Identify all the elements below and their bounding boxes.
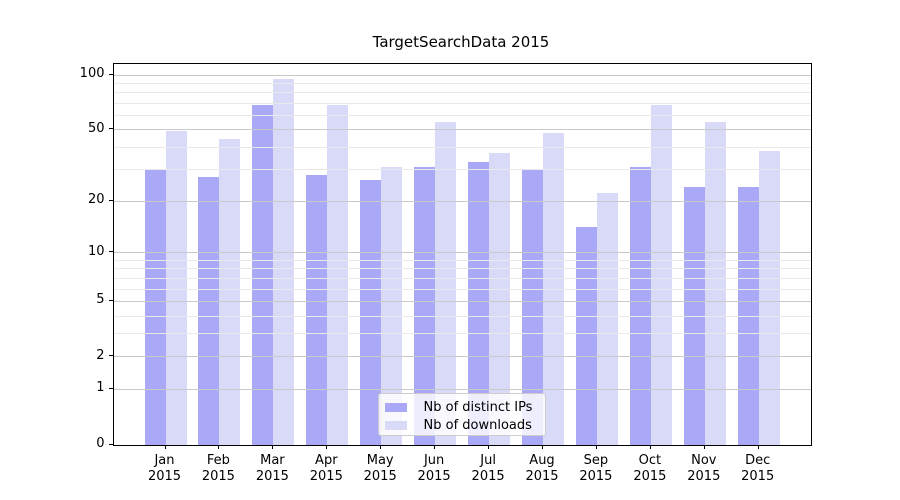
bar-nb-of-downloads-dec <box>758 150 780 445</box>
y-tick-mark-100 <box>108 73 113 75</box>
x-tick-mark-nov <box>703 444 705 449</box>
y-tick-mark-1 <box>108 387 113 389</box>
bar-nb-of-distinct-ips-feb <box>198 177 220 445</box>
y-tick-mark-20 <box>108 199 113 201</box>
y-tick-mark-5 <box>108 299 113 301</box>
x-tick-mark-mar <box>272 444 274 449</box>
legend: Nb of distinct IPs Nb of downloads <box>377 393 546 436</box>
x-tick-label-sep: Sep 2015 <box>579 452 613 485</box>
y-tick-label-0: 0 <box>96 436 105 451</box>
x-tick-label-oct: Oct 2015 <box>633 452 667 485</box>
x-tick-label-jun: Jun 2015 <box>417 452 451 485</box>
y-tick-label-5: 5 <box>96 292 105 308</box>
bar-nb-of-downloads-nov <box>704 121 726 445</box>
bar-nb-of-distinct-ips-oct <box>629 166 651 445</box>
bar-nb-of-distinct-ips-jun <box>414 166 436 445</box>
x-tick-mark-jul <box>488 444 490 449</box>
bar-nb-of-distinct-ips-aug <box>522 169 543 445</box>
x-tick-label-jul: Jul 2015 <box>471 452 505 485</box>
x-tick-mark-sep <box>595 444 597 449</box>
bar-nb-of-downloads-jun <box>435 121 457 445</box>
bar-nb-of-downloads-mar <box>273 78 295 445</box>
x-tick-label-dec: Dec 2015 <box>741 452 775 485</box>
bar-nb-of-downloads-feb <box>219 139 241 445</box>
bar-nb-of-downloads-may <box>381 166 403 445</box>
bar-nb-of-distinct-ips-sep <box>575 227 597 445</box>
x-tick-mark-dec <box>757 444 759 449</box>
x-tick-mark-may <box>380 444 382 449</box>
legend-row-distinct-ips: Nb of distinct IPs <box>384 398 545 416</box>
y-tick-mark-10 <box>108 251 113 253</box>
x-tick-mark-jun <box>434 444 436 449</box>
x-tick-mark-jan <box>164 444 166 449</box>
y-tick-mark-0 <box>108 443 113 445</box>
x-tick-mark-feb <box>218 444 220 449</box>
bar-nb-of-distinct-ips-jan <box>144 169 166 445</box>
y-tick-mark-50 <box>108 128 113 130</box>
bar-nb-of-distinct-ips-jul <box>468 161 490 445</box>
x-tick-label-apr: Apr 2015 <box>309 452 343 485</box>
legend-swatch-distinct-ips <box>384 402 407 412</box>
x-tick-label-aug: Aug 2015 <box>525 452 559 485</box>
bar-nb-of-downloads-jul <box>489 152 511 445</box>
x-tick-label-jan: Jan 2015 <box>147 452 182 485</box>
y-tick-label-2: 2 <box>96 347 105 363</box>
y-tick-mark-2 <box>108 355 113 357</box>
y-tick-label-20: 20 <box>87 192 105 207</box>
bar-nb-of-downloads-jan <box>165 131 187 445</box>
y-tick-label-1: 1 <box>96 380 105 396</box>
x-tick-label-may: May 2015 <box>363 452 397 485</box>
bar-nb-of-distinct-ips-dec <box>737 186 759 445</box>
bar-nb-of-downloads-aug <box>543 132 564 445</box>
bar-nb-of-distinct-ips-mar <box>252 105 274 445</box>
y-tick-label-10: 10 <box>87 243 105 259</box>
bar-nb-of-distinct-ips-may <box>360 180 382 445</box>
legend-label-distinct-ips: Nb of distinct IPs <box>423 399 533 415</box>
x-tick-label-mar: Mar 2015 <box>255 452 289 485</box>
y-tick-label-50: 50 <box>87 120 105 136</box>
bar-nb-of-downloads-apr <box>327 105 349 445</box>
y-tick-label-100: 100 <box>79 66 105 82</box>
legend-swatch-downloads <box>384 420 407 430</box>
x-tick-label-feb: Feb 2015 <box>201 452 235 485</box>
chart-title: TargetSearchData 2015 <box>372 33 550 51</box>
bars-layer <box>114 64 812 445</box>
bar-nb-of-distinct-ips-apr <box>306 174 328 445</box>
x-tick-label-nov: Nov 2015 <box>687 452 721 485</box>
bar-nb-of-downloads-sep <box>596 193 618 445</box>
legend-label-downloads: Nb of downloads <box>423 417 532 433</box>
x-tick-mark-aug <box>542 444 543 449</box>
plot-area <box>112 62 812 446</box>
legend-row-downloads: Nb of downloads <box>384 416 545 434</box>
bar-nb-of-distinct-ips-nov <box>683 186 705 445</box>
x-tick-mark-oct <box>649 444 651 449</box>
bar-nb-of-downloads-oct <box>650 105 672 445</box>
x-tick-mark-apr <box>326 444 328 449</box>
